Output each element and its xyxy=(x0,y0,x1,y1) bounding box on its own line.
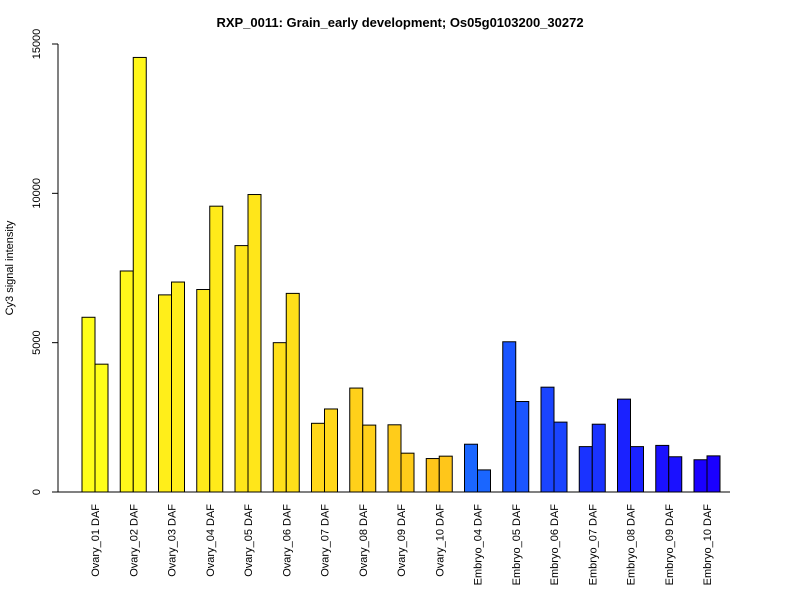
bar xyxy=(234,245,249,493)
bar xyxy=(540,386,555,493)
x-tick-label: Embryo_04 DAF xyxy=(473,504,485,586)
bar xyxy=(400,452,415,493)
x-tick-label: Embryo_06 DAF xyxy=(549,504,561,586)
bar xyxy=(349,387,364,493)
bar xyxy=(502,341,517,493)
bar xyxy=(311,422,325,493)
bar xyxy=(617,398,631,493)
x-tick-label: Ovary_06 DAF xyxy=(281,504,293,577)
y-tick-label: 15000 xyxy=(31,29,43,60)
x-tick-label: Ovary_01 DAF xyxy=(90,504,102,577)
bar xyxy=(272,342,287,493)
bar xyxy=(158,294,172,493)
bar xyxy=(171,281,185,493)
bar xyxy=(119,270,134,493)
x-tick-label: Ovary_10 DAF xyxy=(434,504,446,577)
bar xyxy=(553,421,568,493)
bar xyxy=(209,205,224,493)
y-axis-title: Cy3 signal intensity xyxy=(4,220,16,315)
x-tick-label: Ovary_07 DAF xyxy=(320,504,332,577)
y-axis-ticks: 0 5000 10000 15000 xyxy=(31,29,58,495)
chart-title: RXP_0011: Grain_early development; Os05g… xyxy=(216,15,583,30)
bar xyxy=(438,455,453,493)
x-tick-label: Ovary_05 DAF xyxy=(243,504,255,577)
x-axis-labels: Ovary_01 DAF Ovary_02 DAF Ovary_03 DAF Ovar… xyxy=(90,504,714,586)
bar xyxy=(81,316,96,493)
bar xyxy=(285,292,300,493)
bar xyxy=(196,289,211,493)
x-tick-label: Embryo_05 DAF xyxy=(511,504,523,586)
bar xyxy=(591,423,606,493)
bar xyxy=(362,424,377,493)
bar xyxy=(132,56,147,493)
bar xyxy=(464,443,478,493)
x-tick-label: Ovary_02 DAF xyxy=(128,504,140,577)
x-tick-label: Embryo_10 DAF xyxy=(702,504,714,586)
bar xyxy=(706,455,721,493)
bar xyxy=(94,363,109,493)
bar xyxy=(387,424,402,493)
bar xyxy=(693,459,708,493)
x-tick-label: Ovary_09 DAF xyxy=(396,504,408,577)
x-tick-label: Embryo_08 DAF xyxy=(626,504,638,586)
bar xyxy=(425,458,440,493)
x-tick-label: Ovary_03 DAF xyxy=(167,504,179,577)
bar xyxy=(668,456,683,493)
bar xyxy=(578,446,593,493)
bar xyxy=(477,469,491,493)
bar xyxy=(324,408,338,493)
y-tick-label: 0 xyxy=(31,489,43,495)
x-tick-label: Embryo_09 DAF xyxy=(664,504,676,586)
bar xyxy=(515,401,530,493)
y-tick-label: 5000 xyxy=(31,330,43,354)
bar xyxy=(655,444,670,493)
x-tick-label: Ovary_08 DAF xyxy=(358,504,370,577)
x-tick-label: Ovary_04 DAF xyxy=(205,504,217,577)
bar xyxy=(247,194,262,493)
x-tick-label: Embryo_07 DAF xyxy=(587,504,599,586)
y-tick-label: 10000 xyxy=(31,178,43,209)
bar xyxy=(630,446,644,493)
bars-group xyxy=(81,56,721,493)
